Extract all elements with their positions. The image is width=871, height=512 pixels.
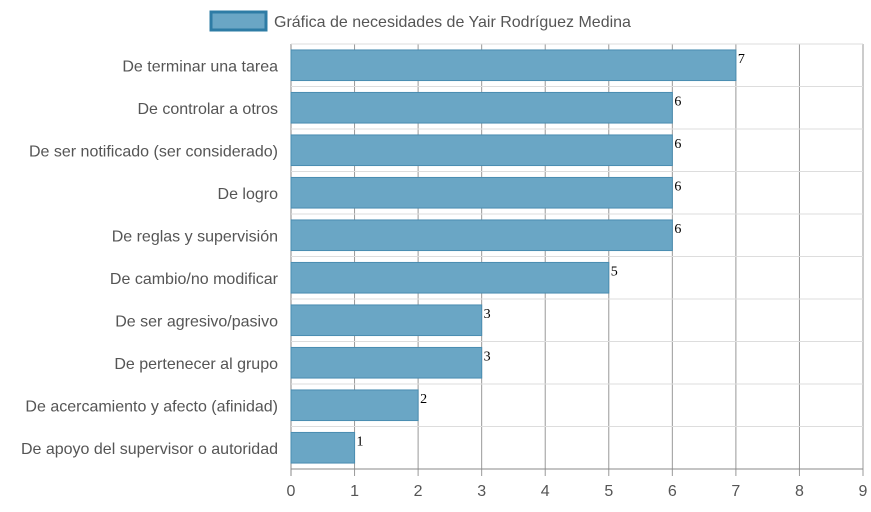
bars (290, 49, 737, 464)
category-label: De reglas y supervisión (112, 228, 278, 245)
bar[interactable] (290, 49, 737, 82)
data-label: 5 (611, 264, 618, 279)
data-label: 2 (420, 392, 427, 407)
category-label: De terminar una tarea (122, 58, 278, 75)
legend-swatch (209, 10, 268, 32)
x-tick-label: 6 (668, 483, 677, 500)
category-label: De apoyo del supervisor o autoridad (21, 441, 278, 458)
bar[interactable] (290, 261, 610, 294)
data-label: 7 (738, 52, 745, 67)
bar[interactable] (290, 431, 356, 464)
category-label: De ser notificado (ser considerado) (29, 143, 278, 160)
category-label: De logro (218, 186, 279, 203)
data-labels: 7 6 6 6 6 5 3 3 2 1 (357, 52, 745, 450)
legend-label: Gráfica de necesidades de Yair Rodríguez… (274, 14, 631, 31)
data-label: 6 (674, 94, 681, 109)
category-labels: De terminar una tarea De controlar a otro… (21, 58, 279, 458)
bar[interactable] (290, 389, 419, 422)
x-tick-label: 2 (414, 483, 423, 500)
bar[interactable] (290, 304, 483, 337)
legend[interactable]: Gráfica de necesidades de Yair Rodríguez… (209, 10, 631, 32)
x-axis: 0 1 2 3 4 5 6 7 8 9 (287, 483, 868, 500)
bar[interactable] (290, 176, 673, 209)
bar[interactable] (290, 346, 483, 379)
x-tick-label: 5 (604, 483, 613, 500)
category-label: De acercamiento y afecto (afinidad) (25, 398, 278, 415)
x-tick-label: 4 (541, 483, 550, 500)
x-tick-label: 1 (350, 483, 359, 500)
category-label: De ser agresivo/pasivo (115, 313, 278, 330)
data-label: 3 (484, 349, 491, 364)
x-tick-label: 7 (731, 483, 740, 500)
x-tick-label: 8 (795, 483, 804, 500)
x-tick-label: 0 (287, 483, 296, 500)
bar[interactable] (290, 134, 673, 167)
data-label: 6 (674, 179, 681, 194)
category-label: De controlar a otros (137, 101, 278, 118)
x-tick-label: 3 (477, 483, 486, 500)
bar[interactable] (290, 91, 673, 124)
x-tick-label: 9 (859, 483, 868, 500)
data-label: 1 (357, 434, 364, 449)
data-label: 3 (484, 307, 491, 322)
bar[interactable] (290, 219, 673, 252)
data-label: 6 (674, 137, 681, 152)
data-label: 6 (674, 222, 681, 237)
category-label: De cambio/no modificar (110, 271, 279, 288)
category-label: De pertenecer al grupo (114, 356, 278, 373)
